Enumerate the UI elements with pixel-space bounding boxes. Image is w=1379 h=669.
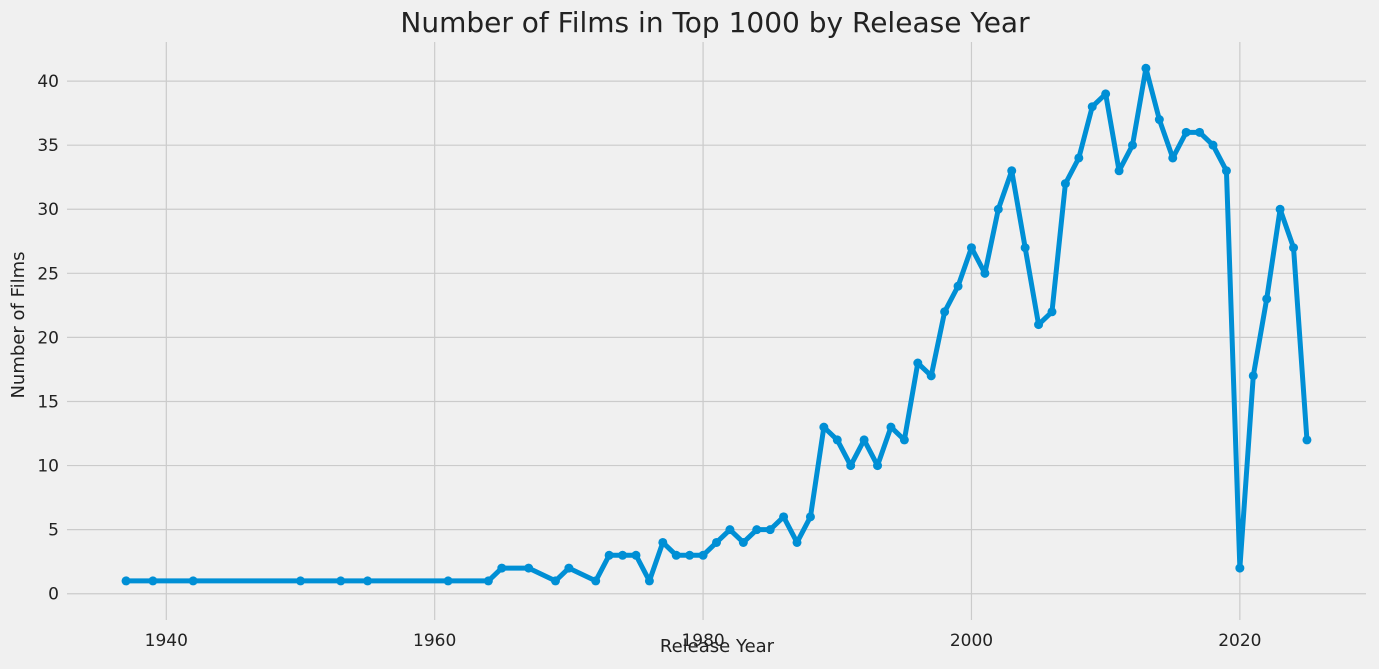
data-point [524,563,534,573]
data-point [336,576,346,586]
data-point [1007,166,1017,176]
data-point [1302,435,1312,445]
y-tick-label: 25 [37,264,59,284]
data-point [483,576,493,586]
data-point [1020,243,1030,253]
data-point [819,422,829,432]
y-tick-label: 10 [37,457,59,477]
data-point [792,537,802,547]
y-tick-label: 5 [48,521,59,541]
data-point [980,268,990,278]
y-tick-label: 40 [37,72,59,92]
data-point [1114,166,1124,176]
data-point [926,371,936,381]
data-point [685,550,695,560]
data-point [1275,204,1285,214]
data-point [604,550,614,560]
data-point [1060,179,1070,189]
data-point [550,576,560,586]
data-point [1248,371,1258,381]
data-point [765,525,775,535]
data-point [658,537,668,547]
data-point [712,537,721,547]
data-point [1101,89,1111,99]
data-point [1074,153,1084,163]
data-point [188,576,198,586]
data-point [1208,140,1218,150]
data-point [752,525,762,535]
data-point [940,307,950,317]
data-point [913,358,923,368]
y-tick-label: 35 [37,136,59,156]
data-point [1195,127,1205,137]
data-point [966,243,976,253]
x-tick-label: 2000 [950,631,993,651]
data-point [1221,166,1231,176]
data-point [859,435,869,445]
data-point [1181,127,1191,137]
y-axis-ticks: 0 5 10 15 20 25 30 35 40 [37,72,59,605]
data-point [644,576,654,586]
data-point [121,576,131,586]
data-point [1154,115,1164,125]
data-point [1141,63,1151,73]
data-point [1235,563,1245,573]
data-point [899,435,909,445]
x-axis-label: Release Year [660,636,775,657]
data-point [832,435,842,445]
data-point [738,537,748,547]
y-tick-label: 20 [37,328,59,348]
x-axis-ticks: 1940 1960 1980 2000 2020 [145,631,1262,651]
series-markers [121,63,1312,586]
y-tick-label: 0 [48,585,59,605]
y-tick-label: 15 [37,392,59,412]
data-point [363,576,373,586]
data-point [846,461,856,471]
data-point [497,563,507,573]
x-tick-label: 2020 [1218,631,1261,651]
data-point [631,550,641,560]
data-point [886,422,896,432]
data-point [1168,153,1178,163]
data-point [1128,140,1138,150]
x-tick-label: 1980 [681,631,724,651]
x-tick-label: 1940 [145,631,188,651]
data-point [1289,243,1299,253]
data-point [953,281,963,291]
chart-title: Number of Films in Top 1000 by Release Y… [400,6,1030,39]
data-point [148,576,158,586]
data-point [805,512,815,522]
data-point [564,563,574,573]
data-point [671,550,681,560]
grid-lines [67,42,1366,620]
data-point [443,576,453,586]
data-point [295,576,305,586]
data-point [618,550,628,560]
y-tick-label: 30 [37,200,59,220]
x-tick-label: 1960 [413,631,456,651]
data-point [698,550,708,560]
data-point [1047,307,1057,317]
data-point [1087,102,1097,112]
y-axis-label: Number of Films [8,251,29,398]
data-point [779,512,789,522]
data-point [1262,294,1272,304]
data-point [591,576,601,586]
data-point [1034,320,1044,330]
data-point [725,525,735,535]
data-point [873,461,883,471]
data-point [993,204,1003,214]
